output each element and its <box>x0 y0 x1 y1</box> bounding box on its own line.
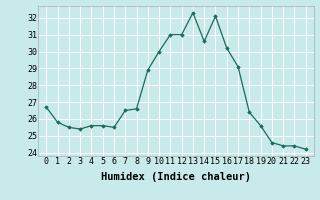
X-axis label: Humidex (Indice chaleur): Humidex (Indice chaleur) <box>101 172 251 182</box>
